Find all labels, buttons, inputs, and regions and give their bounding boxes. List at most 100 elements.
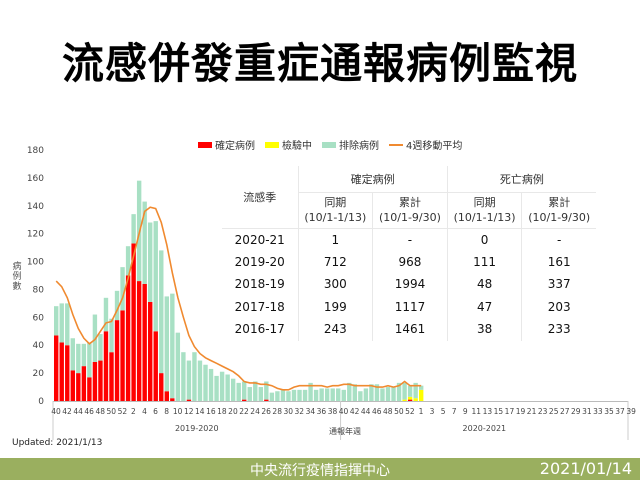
svg-text:40: 40 [339,407,349,416]
svg-text:27: 27 [560,407,570,416]
death-total-cell: 337 [521,273,596,296]
legend-excluded: 排除病例 [322,137,379,152]
confirmed-period-cell: 199 [297,295,373,318]
svg-text:11: 11 [472,407,482,416]
svg-text:2020-2021: 2020-2021 [463,424,507,433]
death-period-cell: 38 [446,318,522,341]
legend-moving-average: 4週移動平均 [389,137,462,152]
death-total-cell: 161 [521,250,596,273]
svg-text:120: 120 [27,230,44,240]
table-row: 2018-19 300 1994 48 337 [222,273,596,296]
svg-text:160: 160 [27,174,44,184]
svg-text:17: 17 [505,407,515,416]
svg-text:5: 5 [441,407,446,416]
death-period-cell: 48 [446,273,522,296]
svg-text:60: 60 [33,313,45,323]
svg-text:2019-2020: 2019-2020 [175,424,219,433]
svg-text:50: 50 [107,407,117,416]
svg-text:40: 40 [51,407,61,416]
svg-text:44: 44 [73,407,83,416]
confirmed-period-cell: 300 [297,273,373,296]
svg-text:42: 42 [62,407,72,416]
svg-text:140: 140 [27,202,44,212]
svg-text:38: 38 [328,407,338,416]
death-period-cell: 47 [446,295,522,318]
svg-text:20: 20 [33,369,45,379]
confirmed-total-cell: 968 [372,250,448,273]
sub-header: 累計 (10/1-9/30) [521,192,596,229]
svg-text:16: 16 [206,407,216,416]
season-cell: 2019-20 [234,254,285,269]
season-header: 流感季 [222,166,298,229]
svg-text:23: 23 [538,407,548,416]
confirmed-period-cell: 243 [297,318,373,341]
svg-text:180: 180 [27,146,44,156]
table-row: 2019-20 712 968 111 161 [222,250,596,273]
svg-text:21: 21 [527,407,537,416]
svg-text:12: 12 [184,407,194,416]
svg-text:29: 29 [571,407,581,416]
svg-text:52: 52 [118,407,128,416]
svg-text:4: 4 [142,407,147,416]
svg-text:6: 6 [153,407,158,416]
legend-pending: 檢驗中 [265,137,312,152]
confirmed-total-cell: - [372,228,448,251]
svg-text:8: 8 [164,407,169,416]
svg-text:3: 3 [430,407,435,416]
svg-text:37: 37 [615,407,625,416]
svg-text:2: 2 [131,407,136,416]
legend-label: 檢驗中 [282,141,312,152]
death-total-cell: 233 [521,318,596,341]
season-cell: 2020-21 [234,232,285,247]
legend-swatch-confirmed [198,141,212,148]
svg-text:19: 19 [516,407,526,416]
svg-text:42: 42 [350,407,360,416]
sub-header: 累計 (10/1-9/30) [372,192,448,229]
svg-text:30: 30 [283,407,293,416]
svg-text:7: 7 [452,407,457,416]
confirmed-total-cell: 1117 [372,295,448,318]
svg-text:26: 26 [261,407,271,416]
svg-text:18: 18 [217,407,227,416]
svg-text:0: 0 [38,397,44,407]
season-cell: 2017-18 [234,299,285,314]
svg-text:48: 48 [383,407,393,416]
table-row: 2016-17 243 1461 38 233 [222,318,596,341]
svg-text:36: 36 [317,407,327,416]
svg-text:34: 34 [306,407,316,416]
svg-text:50: 50 [394,407,404,416]
svg-text:100: 100 [27,258,44,268]
confirmed-group-header: 確定病例 [297,166,448,193]
legend-swatch-excluded [322,141,336,148]
footer-organization: 中央流行疫情指揮中心 [250,463,390,479]
death-total-cell: 203 [521,295,596,318]
season-cell: 2018-19 [234,277,285,292]
svg-text:32: 32 [295,407,305,416]
footer-bar: 中央流行疫情指揮中心 2021/01/14 [0,458,640,480]
confirmed-total-cell: 1994 [372,273,448,296]
svg-text:25: 25 [549,407,559,416]
sub-header: 同期 (10/1-1/13) [297,192,373,229]
summary-table: 流感季 確定病例 死亡病例 同期 (10/1-1/13) 累計 (10/1-9/30… [222,166,596,341]
table-row: 2020-21 1 - 0 - [222,228,596,251]
svg-text:28: 28 [272,407,282,416]
svg-text:14: 14 [195,407,205,416]
svg-text:46: 46 [84,407,94,416]
death-group-header: 死亡病例 [446,166,596,193]
svg-text:48: 48 [95,407,105,416]
footer-date: 2021/01/14 [539,459,632,478]
sub-header: 同期 (10/1-1/13) [446,192,522,229]
legend-confirmed: 確定病例 [198,137,255,152]
svg-text:80: 80 [33,285,45,295]
legend-label: 排除病例 [339,141,379,152]
season-cell: 2016-17 [234,322,285,337]
svg-text:33: 33 [593,407,603,416]
svg-text:10: 10 [173,407,183,416]
confirmed-period-cell: 1 [297,228,373,251]
chart-legend: 確定病例 檢驗中 排除病例 4週移動平均 [198,137,462,152]
svg-text:通報年週: 通報年週 [329,426,361,436]
confirmed-period-cell: 712 [297,250,373,273]
svg-text:22: 22 [239,407,249,416]
page-title: 流感併發重症通報病例監視 [61,39,578,88]
